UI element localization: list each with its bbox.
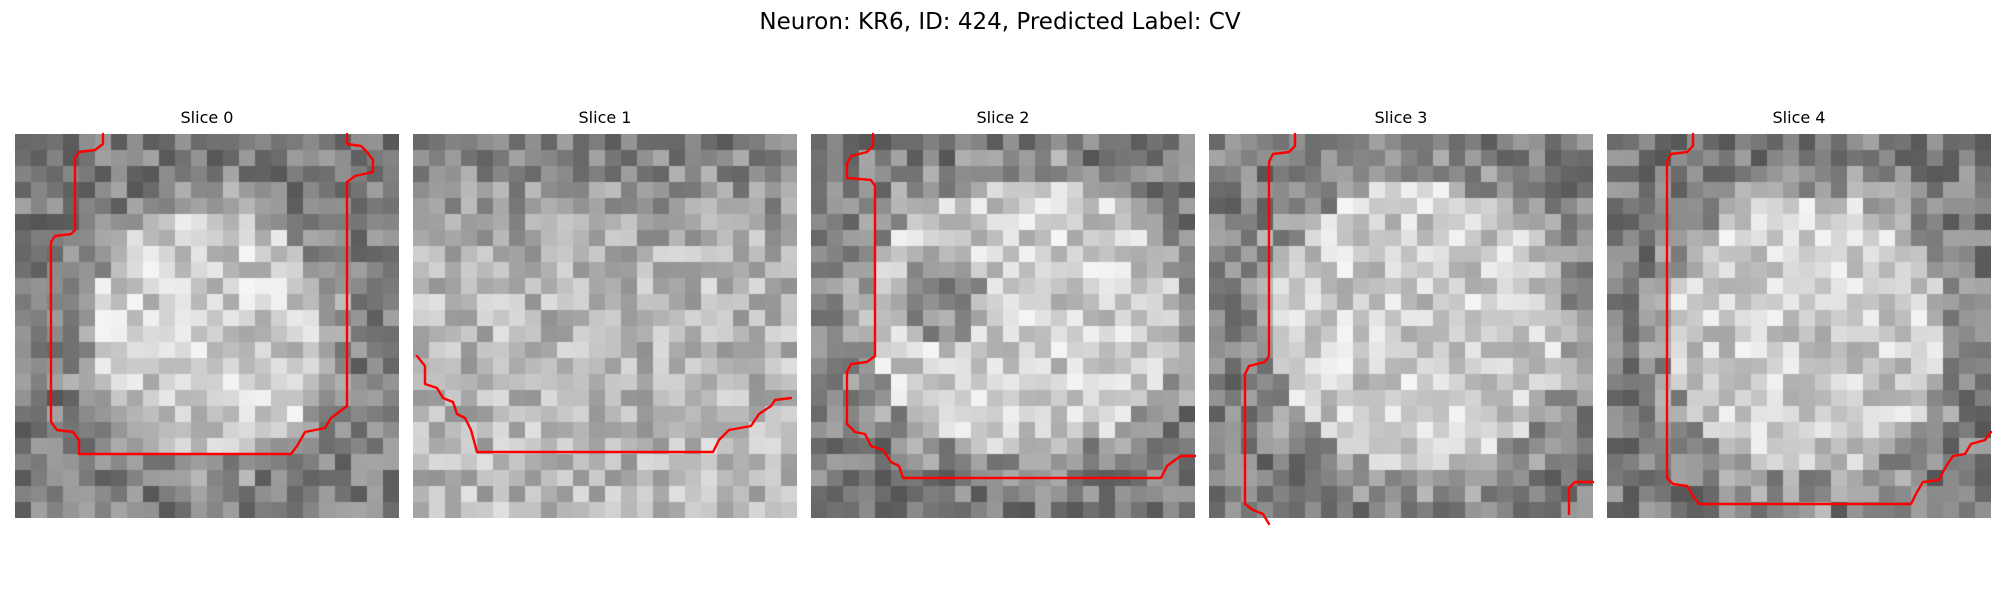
segmentation-contour <box>845 132 1197 480</box>
slice-image-2 <box>811 132 1197 518</box>
slice-image-4 <box>1607 132 1993 518</box>
slice-title-2: Slice 2 <box>976 108 1030 127</box>
slice-title-0: Slice 0 <box>180 108 234 127</box>
slice-overlay-2 <box>845 132 1197 480</box>
segmentation-contour <box>1567 480 1595 516</box>
slice-image-3 <box>1209 132 1595 526</box>
slice-image-1 <box>413 134 797 518</box>
slice-pixels-1 <box>413 134 797 518</box>
segmentation-contour <box>1665 132 1993 506</box>
segmentation-contour <box>1243 132 1297 526</box>
slice-panel-0: Slice 0 <box>15 108 399 518</box>
slice-title-3: Slice 3 <box>1374 108 1428 127</box>
slice-panel-4: Slice 4 <box>1607 108 1993 518</box>
segmentation-contour <box>415 354 793 454</box>
slice-overlay-0 <box>49 132 375 456</box>
slice-pixels-4 <box>1607 134 1991 518</box>
segmentation-contour <box>49 132 375 456</box>
slice-panel-2: Slice 2 <box>811 108 1197 518</box>
slice-title-4: Slice 4 <box>1772 108 1826 127</box>
slice-overlay-3 <box>1243 132 1595 526</box>
slice-panel-1: Slice 1 <box>413 108 797 518</box>
slice-overlay-1 <box>415 354 793 454</box>
figure-title: Neuron: KR6, ID: 424, Predicted Label: C… <box>759 9 1241 35</box>
slice-title-1: Slice 1 <box>578 108 632 127</box>
slice-image-0 <box>15 132 399 518</box>
slice-pixels-3 <box>1209 134 1593 518</box>
slice-overlay-4 <box>1665 132 1993 506</box>
slice-panel-3: Slice 3 <box>1209 108 1595 526</box>
